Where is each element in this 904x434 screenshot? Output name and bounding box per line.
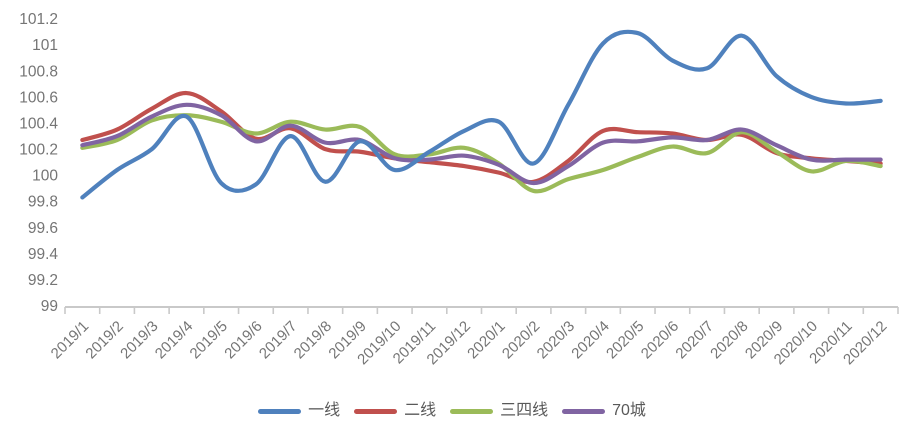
x-axis-category-label: 2019/7	[256, 318, 300, 362]
y-axis-tick-label: 100	[32, 168, 58, 185]
legend-label: 70城	[612, 402, 646, 419]
y-axis-tick-label: 100.4	[19, 115, 58, 132]
y-axis-tick-label: 101.2	[19, 11, 58, 28]
legend-label: 三四线	[500, 402, 549, 419]
legend-swatch-icon	[562, 408, 606, 414]
x-axis-category-label: 2019/1	[48, 318, 92, 362]
x-axis-category-label: 2019/3	[117, 318, 161, 362]
y-axis-tick-label: 100.2	[19, 142, 58, 159]
series-line-70城	[80, 102, 883, 186]
series-line-一线	[80, 29, 883, 200]
y-axis-tick-label: 100.8	[19, 63, 58, 80]
series-line-二线	[80, 90, 883, 185]
x-axis-category-label: 2020/7	[672, 318, 716, 362]
y-axis-tick-label: 99.2	[28, 272, 58, 289]
y-axis-tick-label: 99.8	[28, 194, 58, 211]
legend-swatch-icon	[258, 408, 302, 414]
x-axis-category-label: 2020/6	[638, 318, 682, 362]
x-axis-category-label: 2020/8	[707, 318, 751, 362]
x-axis-category-label: 2019/6	[221, 318, 265, 362]
x-axis-category-label: 2019/5	[187, 318, 231, 362]
x-axis-category-label: 2019/2	[82, 318, 126, 362]
series-line-三四线	[80, 113, 883, 194]
legend-item-三四线: 三四线	[450, 403, 548, 419]
legend-item-二线: 二线	[354, 403, 436, 419]
x-axis-category-label: 2020/4	[568, 318, 612, 362]
x-axis-category-label: 2020/5	[603, 318, 647, 362]
chart-legend: 一线 二线 三四线 70城	[0, 403, 904, 419]
y-axis-tick-label: 99	[41, 298, 58, 315]
x-axis-category-label: 2019/8	[291, 318, 335, 362]
y-axis-tick-label: 100.6	[19, 89, 58, 106]
legend-label: 二线	[404, 402, 437, 419]
x-axis-category-label: 2020/2	[499, 318, 543, 362]
x-axis-category-label: 2019/4	[152, 318, 196, 362]
x-axis-category-label: 2020/3	[534, 318, 578, 362]
legend-item-一线: 一线	[258, 403, 340, 419]
legend-swatch-icon	[450, 408, 494, 414]
y-axis-tick-label: 101	[32, 37, 58, 54]
y-axis-tick-label: 99.4	[28, 246, 59, 263]
x-axis-category-label: 2020/1	[464, 318, 508, 362]
legend-swatch-icon	[354, 408, 398, 414]
legend-item-70城: 70城	[562, 403, 646, 419]
legend-label: 一线	[308, 402, 341, 419]
y-axis-tick-label: 99.6	[28, 220, 58, 237]
